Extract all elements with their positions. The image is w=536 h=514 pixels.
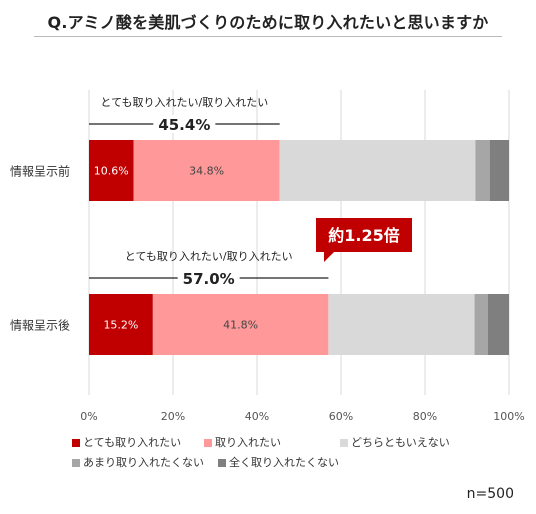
legend-item: 取り入れたい (204, 434, 281, 450)
legend-item: あまり取り入れたくない (72, 454, 204, 470)
data-label: 10.6% (94, 165, 129, 178)
data-label: 34.8% (189, 165, 224, 178)
annotation-label: とても取り入れたい/取り入れたい (100, 96, 268, 109)
category-label: 情報呈示前 (10, 164, 70, 179)
sample-size-label: n=500 (466, 486, 514, 502)
x-tick-label: 80% (413, 410, 437, 423)
bar-segment (488, 294, 509, 355)
legend-label: あまり取り入れたくない (83, 456, 204, 469)
x-tick-label: 60% (329, 410, 353, 423)
data-label: 15.2% (103, 319, 138, 332)
bar-segment (89, 140, 134, 201)
legend-item: とても取り入れたい (72, 434, 181, 450)
legend-label: 全く取り入れたくない (229, 456, 339, 469)
annotation-value-bg (177, 269, 240, 287)
bar-segment (489, 140, 509, 201)
badge-text: 約1.25倍 (328, 226, 399, 245)
annotation-value-bg (153, 115, 216, 133)
annotation-value: 45.4% (158, 116, 210, 134)
x-tick-label: 100% (493, 410, 524, 423)
legend-label: 取り入れたい (215, 436, 281, 449)
legend-label: とても取り入れたい (83, 436, 182, 449)
bar-segment (89, 294, 153, 355)
legend-label: どちらともいえない (351, 436, 450, 449)
legend-swatch (218, 459, 226, 467)
annotation-label: とても取り入れたい/取り入れたい (125, 250, 293, 263)
category-label: 情報呈示後 (10, 319, 70, 333)
bar-segment (152, 294, 329, 355)
chart-title: Q.アミノ酸を美肌づくりのために取り入れたいと思いますか (47, 13, 489, 32)
annotation-value: 57.0% (183, 270, 235, 288)
title-underline (34, 36, 502, 37)
x-tick-label: 40% (245, 410, 269, 423)
x-tick-label: 20% (161, 410, 185, 423)
legend-swatch (340, 439, 348, 447)
bar-segment (133, 140, 280, 201)
legend-swatch (204, 439, 212, 447)
bar-segment (328, 294, 475, 355)
x-tick-label: 0% (80, 410, 97, 423)
legend-swatch (72, 459, 80, 467)
badge-callout (316, 218, 412, 262)
data-label: 41.8% (223, 319, 258, 332)
legend-swatch (72, 439, 80, 447)
legend-item: どちらともいえない (340, 434, 450, 450)
bar-segment (474, 294, 488, 355)
legend-item: 全く取り入れたくない (218, 454, 339, 470)
bar-segment (475, 140, 490, 201)
bar-segment (279, 140, 476, 201)
